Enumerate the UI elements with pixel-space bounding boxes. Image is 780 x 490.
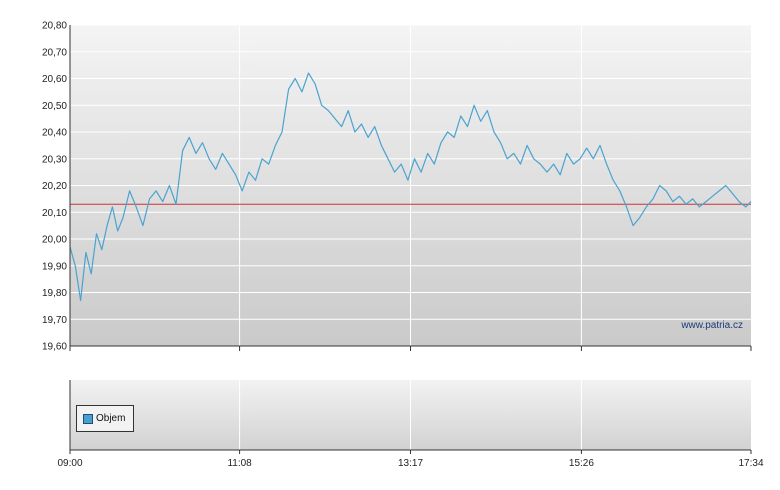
y-tick-label: 19,60 (42, 342, 67, 353)
x-tick-label: 13:17 (398, 458, 423, 469)
y-tick-label: 19,80 (42, 288, 67, 299)
watermark: www.patria.cz (680, 320, 743, 331)
y-tick-label: 20,60 (42, 74, 67, 85)
legend-label-objem: Objem (96, 413, 126, 424)
y-tick-label: 20,20 (42, 181, 67, 192)
x-tick-label: 09:00 (57, 458, 82, 469)
y-tick-label: 20,50 (42, 101, 67, 112)
y-tick-label: 20,80 (42, 21, 67, 32)
x-tick-label: 15:26 (569, 458, 594, 469)
y-tick-label: 20,70 (42, 47, 67, 58)
price-series-line (69, 72, 752, 302)
x-tick-label: 17:34 (738, 458, 763, 469)
x-tick-label: 11:08 (227, 458, 252, 469)
legend: Objem (76, 405, 134, 432)
y-tick-label: 19,90 (42, 261, 67, 272)
y-tick-label: 20,30 (42, 154, 67, 165)
legend-swatch-objem (83, 413, 93, 424)
y-tick-label: 20,10 (42, 208, 67, 219)
y-tick-label: 19,70 (42, 315, 67, 326)
y-tick-label: 20,00 (42, 235, 67, 246)
y-tick-label: 20,40 (42, 128, 67, 139)
